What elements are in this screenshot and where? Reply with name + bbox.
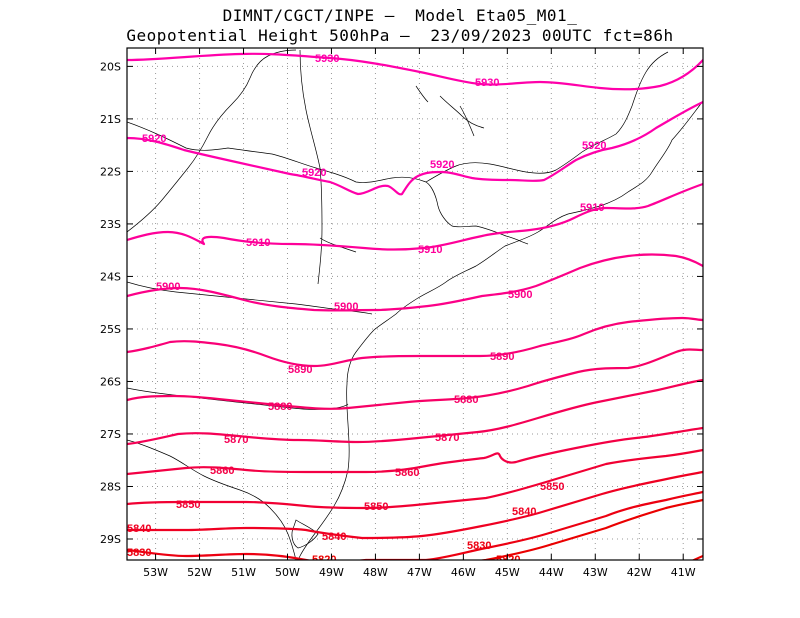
contour-label: 5900 xyxy=(334,301,358,313)
contour-label: 5830 xyxy=(467,540,491,552)
contour-5900 xyxy=(127,253,703,312)
contour-label: 5850 xyxy=(540,481,564,493)
contour-label: 5900 xyxy=(156,281,180,293)
lagoon-outline xyxy=(291,519,319,549)
lat-tick-label: 28S xyxy=(100,480,121,493)
contour-label: 5820 xyxy=(312,554,336,566)
contour-label: 5870 xyxy=(435,432,459,444)
lat-tick-label: 29S xyxy=(100,533,121,546)
lon-tick-label: 41W xyxy=(671,566,696,579)
map-title-line-2: Geopotential Height 500hPa – 23/09/2023 … xyxy=(126,26,674,45)
coastline xyxy=(297,100,703,560)
contour-label: 5880 xyxy=(268,401,292,413)
lat-tick-label: 23S xyxy=(100,218,121,231)
contour-label: 5840 xyxy=(127,523,151,535)
lon-tick-label: 47W xyxy=(407,566,432,579)
grid-lines xyxy=(127,48,703,560)
contour-label: 5930 xyxy=(315,53,339,65)
contour-label: 5820 xyxy=(496,554,520,566)
lat-tick-label: 20S xyxy=(100,60,121,73)
contour-label: 5840 xyxy=(322,531,346,543)
contour-5880 xyxy=(127,348,703,410)
lon-tick-label: 52W xyxy=(187,566,212,579)
axis-ticks: 53W 52W 51W 50W 49W 48W 47W 46W 45W 44W 43W 42W 41W 2… xyxy=(100,48,703,579)
contour-label: 5850 xyxy=(176,499,200,511)
lat-tick-label: 24S xyxy=(100,270,121,283)
contour-label: 5910 xyxy=(246,237,270,249)
contour-5890 xyxy=(127,316,703,368)
national-border xyxy=(127,439,297,560)
contour-label: 5910 xyxy=(418,244,442,256)
contour-label: 5860 xyxy=(210,465,234,477)
lon-tick-label: 51W xyxy=(231,566,256,579)
contour-5830 xyxy=(127,490,703,560)
map-title-line-1: DIMNT/CGCT/INPE – Model Eta05_M01_ xyxy=(222,6,578,25)
contour-label: 5910 xyxy=(580,202,604,214)
lon-tick-label: 49W xyxy=(319,566,344,579)
state-border xyxy=(127,121,529,245)
lon-tick-label: 44W xyxy=(539,566,564,579)
lon-tick-label: 42W xyxy=(627,566,652,579)
contour-5820-lower xyxy=(691,554,703,560)
lon-tick-label: 43W xyxy=(583,566,608,579)
coastline-borders xyxy=(127,49,703,560)
map-frame xyxy=(126,47,704,561)
contour-label: 5920 xyxy=(142,133,166,145)
lon-tick-label: 45W xyxy=(495,566,520,579)
contour-labels: 5930 5930 5920 5920 5920 5920 5910 5910 … xyxy=(127,53,606,566)
lon-tick-label: 48W xyxy=(363,566,388,579)
state-border xyxy=(127,49,297,233)
contour-5840 xyxy=(127,470,703,540)
contour-label: 5920 xyxy=(302,167,326,179)
contour-5910 xyxy=(127,182,703,251)
contour-5860 xyxy=(127,426,703,476)
lat-tick-label: 27S xyxy=(100,428,121,441)
contour-label: 5890 xyxy=(288,364,312,376)
lat-tick-label: 21S xyxy=(100,113,121,126)
lon-tick-label: 53W xyxy=(143,566,168,579)
river-outline xyxy=(415,85,485,137)
contour-label: 5830 xyxy=(127,547,151,559)
lat-tick-label: 22S xyxy=(100,165,121,178)
contour-5920 xyxy=(127,100,703,196)
contour-label: 5920 xyxy=(582,140,606,152)
contour-label: 5850 xyxy=(364,501,388,513)
contour-label: 5930 xyxy=(475,77,499,89)
contour-label: 5920 xyxy=(430,159,454,171)
contour-label: 5890 xyxy=(490,351,514,363)
lon-tick-label: 46W xyxy=(451,566,476,579)
state-border xyxy=(425,51,669,183)
contour-label: 5840 xyxy=(512,506,536,518)
contour-label: 5900 xyxy=(508,289,532,301)
contour-lines xyxy=(127,52,703,560)
lon-tick-label: 50W xyxy=(275,566,300,579)
contour-5930 xyxy=(127,52,703,91)
lat-tick-label: 25S xyxy=(100,323,121,336)
contour-label: 5870 xyxy=(224,434,248,446)
lat-tick-label: 26S xyxy=(100,375,121,388)
contour-5850 xyxy=(127,448,703,510)
contour-5870 xyxy=(127,378,703,446)
contour-label: 5860 xyxy=(395,467,419,479)
state-border xyxy=(127,387,349,410)
contour-label: 5880 xyxy=(454,394,478,406)
